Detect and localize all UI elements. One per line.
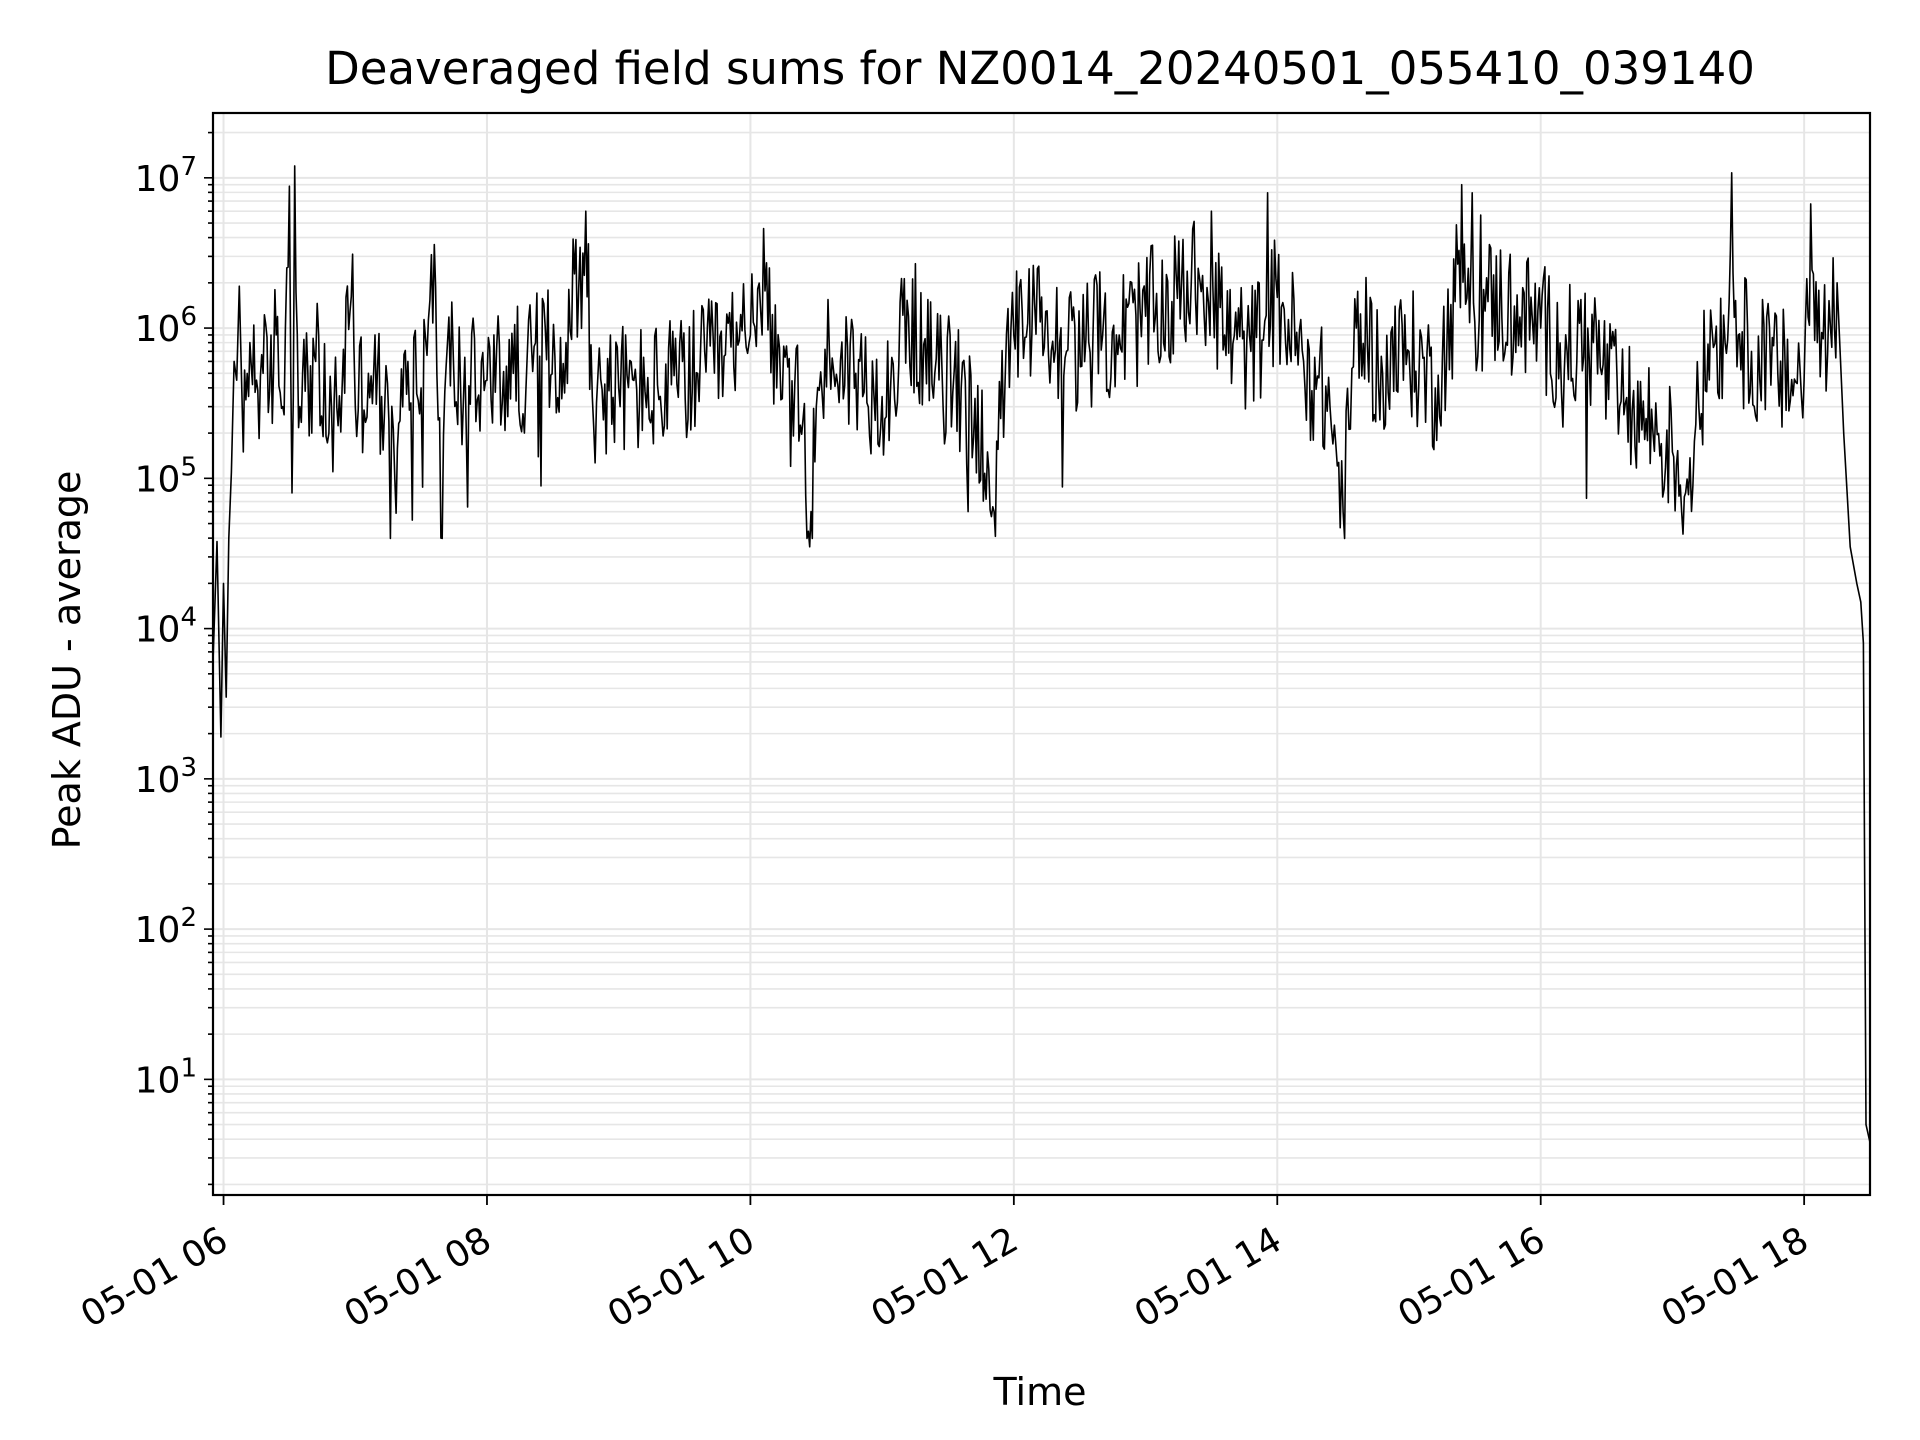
y-tick-label: 106 [135, 302, 197, 350]
y-tick-label: 103 [135, 753, 197, 801]
chart-title: Deaveraged field sums for NZ0014_2024050… [325, 42, 1755, 95]
grid [213, 113, 1870, 1195]
y-tick-label: 102 [135, 903, 197, 951]
y-tick-label: 104 [135, 603, 197, 651]
y-tick-label: 107 [135, 152, 197, 200]
y-tick-label: 105 [135, 452, 197, 500]
series-line [212, 165, 1871, 1143]
plot-frame [211, 111, 1872, 1197]
y-tick-label: 101 [135, 1053, 197, 1101]
y-axis-label: Peak ADU - average [45, 471, 89, 850]
x-axis-label: Time [993, 1370, 1087, 1414]
